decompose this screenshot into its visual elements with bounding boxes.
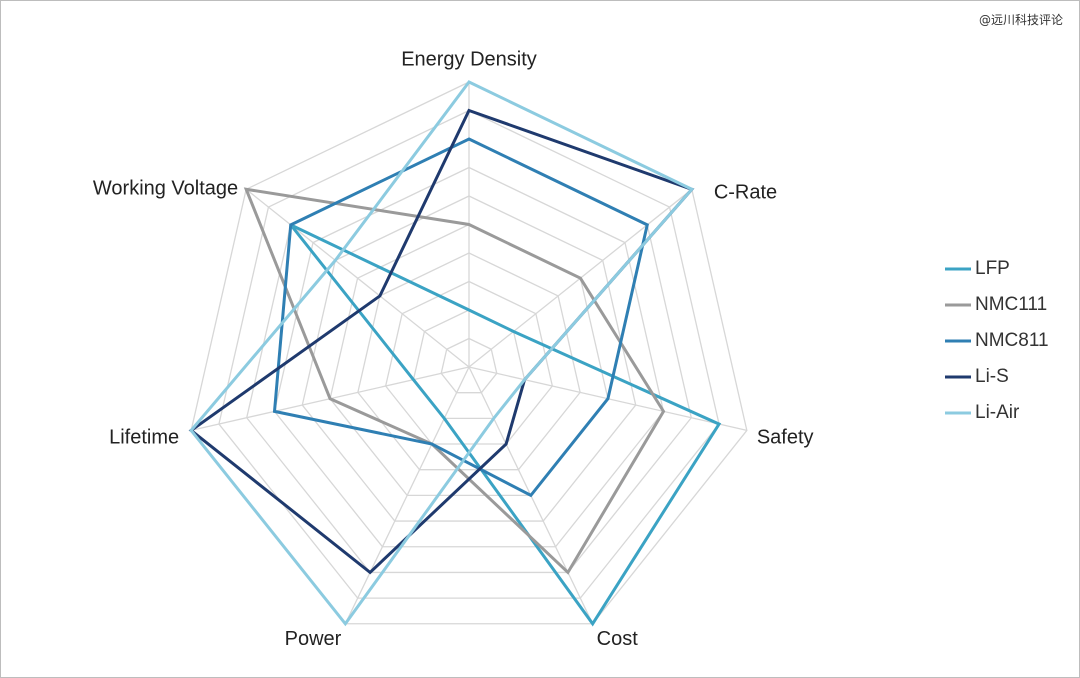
series-line-lfp bbox=[289, 223, 722, 627]
grid-ring bbox=[440, 337, 498, 394]
legend-label-lfp: LFP bbox=[975, 258, 1010, 279]
axis-label-safety: Safety bbox=[757, 427, 814, 449]
legend-label-li-air: Li-Air bbox=[975, 402, 1020, 423]
grid-ring bbox=[384, 280, 554, 445]
legend-label-li-s: Li-S bbox=[975, 366, 1009, 387]
axis-label-c-rate: C-Rate bbox=[714, 182, 777, 204]
axis-label-cost: Cost bbox=[597, 628, 639, 650]
axis-label-working-voltage: Working Voltage bbox=[93, 178, 238, 200]
series-line-nmc811 bbox=[272, 137, 649, 498]
grid-ring bbox=[329, 223, 609, 497]
legend-label-nmc111: NMC111 bbox=[975, 294, 1047, 315]
legend: LFP NMC111 NMC811 Li-S Li-Air bbox=[945, 258, 1049, 423]
grid-ring bbox=[218, 109, 720, 599]
grid-ring bbox=[273, 166, 665, 548]
series-line-li-air bbox=[189, 80, 695, 627]
grid-spoke bbox=[245, 188, 470, 368]
grid-ring bbox=[246, 138, 692, 574]
watermark: @远川科技评论 bbox=[978, 13, 1063, 27]
radar-series bbox=[188, 80, 722, 627]
grid-ring bbox=[412, 309, 526, 420]
grid-ring bbox=[357, 252, 581, 471]
legend-label-nmc811: NMC811 bbox=[975, 330, 1049, 351]
axis-label-lifetime: Lifetime bbox=[109, 427, 179, 449]
radar-spokes bbox=[191, 82, 747, 625]
axis-label-power: Power bbox=[285, 628, 342, 650]
grid-ring bbox=[190, 81, 748, 625]
grid-spoke bbox=[344, 366, 470, 625]
axis-label-energy-density: Energy Density bbox=[401, 48, 537, 70]
axis-labels: Energy Density C-Rate Safety Cost Power Lifet… bbox=[93, 48, 814, 650]
